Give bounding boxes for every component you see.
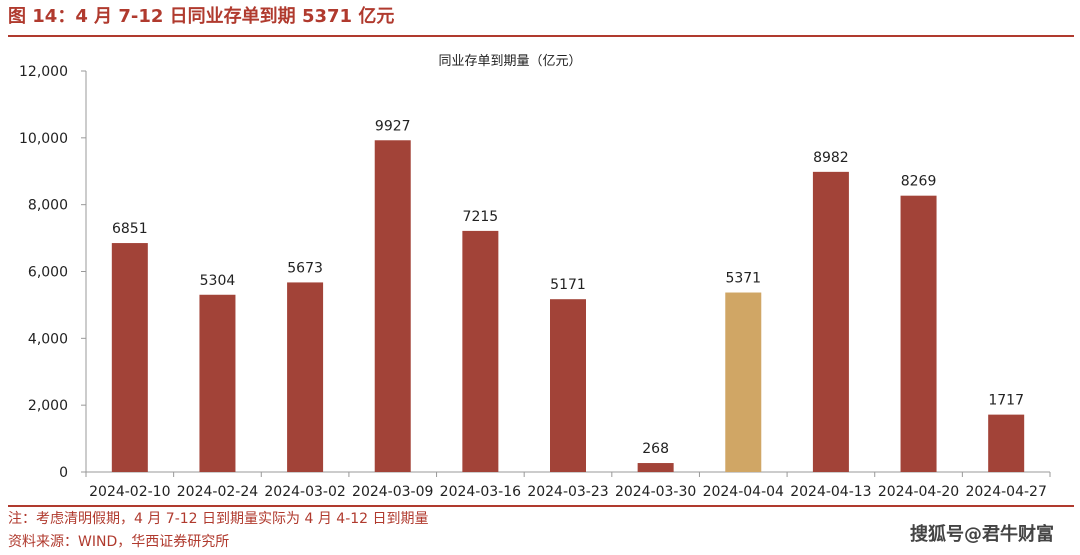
chart-source: 资料来源：WIND，华西证券研究所 xyxy=(8,534,230,550)
chart-title: 同业存单到期量（亿元） xyxy=(438,54,581,69)
x-tick-label: 2024-04-13 xyxy=(790,484,871,500)
bar-2024-02-10 xyxy=(111,243,148,472)
y-tick-label: 6,000 xyxy=(28,265,68,281)
x-axis: 2024-02-10 2024-02-24 2024-03-02 2024-03-09… xyxy=(85,471,1051,500)
x-tick-label: 2024-04-27 xyxy=(965,484,1046,500)
bar-2024-04-04 xyxy=(725,292,762,472)
data-label-2024-04-27: 1717 xyxy=(988,393,1024,409)
y-tick-label: 4,000 xyxy=(28,331,68,347)
data-label-2024-03-30: 268 xyxy=(642,441,669,457)
x-tick-label: 2024-03-16 xyxy=(440,484,521,500)
data-label-2024-04-13: 8982 xyxy=(813,150,849,166)
x-tick-label: 2024-03-02 xyxy=(264,484,345,500)
data-label-2024-02-10: 6851 xyxy=(112,221,148,237)
data-label-2024-03-23: 5171 xyxy=(550,277,586,293)
data-label-2024-02-24: 5304 xyxy=(200,273,236,289)
bar-2024-03-09 xyxy=(374,140,411,472)
title-divider xyxy=(8,35,1074,37)
x-tick-label: 2024-03-23 xyxy=(527,484,608,500)
bar-2024-03-02 xyxy=(287,282,324,472)
x-tick-label: 2024-02-10 xyxy=(89,484,170,500)
bar-2024-03-30 xyxy=(637,463,674,472)
bar-2024-04-20 xyxy=(900,195,937,472)
y-axis: 0 2,000 4,000 6,000 8,000 10,000 12,000 xyxy=(19,64,87,481)
x-tick-label: 2024-04-20 xyxy=(878,484,959,500)
bar-2024-03-23 xyxy=(550,299,586,472)
footer-divider xyxy=(8,505,1074,507)
data-label-2024-04-04: 5371 xyxy=(725,271,761,287)
x-tick-label: 2024-03-30 xyxy=(615,484,696,500)
y-tick-label: 10,000 xyxy=(19,131,68,147)
x-tick-label: 2024-03-09 xyxy=(352,484,433,500)
bar-chart: 同业存单到期量（亿元） 0 2,000 4,000 6,000 8,000 10,000 1… xyxy=(19,54,1051,500)
bar-2024-04-13 xyxy=(812,171,849,472)
data-label-2024-04-20: 8269 xyxy=(901,174,937,190)
data-label-2024-03-09: 9927 xyxy=(375,118,411,134)
data-labels: 6851 5304 5673 9927 7215 5171 268 5371 8982 8269 1… xyxy=(112,118,1024,457)
bar-2024-03-16 xyxy=(462,230,499,472)
watermark: 搜狐号@君牛财富 xyxy=(910,524,1054,545)
bar-2024-04-27 xyxy=(988,414,1025,472)
x-tick-label: 2024-04-04 xyxy=(703,484,784,500)
bar-2024-02-24 xyxy=(199,294,236,472)
y-tick-label: 8,000 xyxy=(28,198,68,214)
y-tick-label: 2,000 xyxy=(28,398,68,414)
chart-note: 注：考虑清明假期，4 月 7-12 日到期量实际为 4 月 4-12 日到期量 xyxy=(8,511,429,527)
y-tick-label: 0 xyxy=(59,465,68,481)
bars xyxy=(111,140,1025,472)
figure-title: 图 14：4 月 7-12 日同业存单到期 5371 亿元 xyxy=(8,6,395,27)
x-tick-label: 2024-02-24 xyxy=(177,484,258,500)
data-label-2024-03-16: 7215 xyxy=(463,209,499,225)
y-tick-label: 12,000 xyxy=(19,64,68,80)
data-label-2024-03-02: 5673 xyxy=(287,260,323,276)
